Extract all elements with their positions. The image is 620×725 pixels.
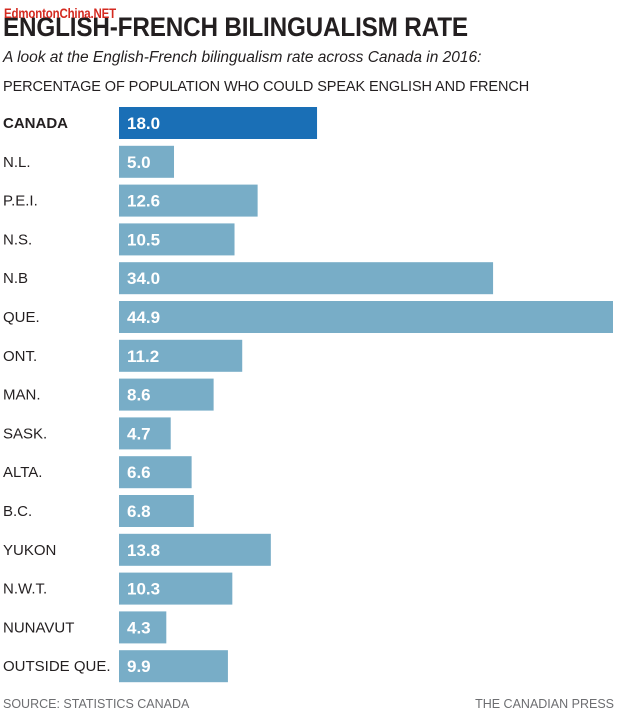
category-label-n-l: N.L. — [3, 154, 31, 171]
bar-alta — [119, 456, 192, 489]
bar-man — [119, 378, 214, 411]
bar-n-w-t — [119, 572, 233, 605]
value-label-que: 44.9 — [127, 308, 160, 327]
value-label-nunavut: 4.3 — [127, 618, 151, 637]
bar-p-e-i — [119, 184, 258, 217]
bar-que — [119, 301, 613, 333]
chart-title: ENGLISH-FRENCH BILINGUALISM RATE — [3, 12, 468, 42]
value-label-n-b: 34.0 — [127, 269, 160, 288]
category-label-ont: ONT. — [3, 348, 37, 365]
value-label-ont: 11.2 — [127, 347, 159, 366]
category-label-outside-que: OUTSIDE QUE. — [3, 658, 111, 675]
category-label-yukon: YUKON — [3, 542, 56, 559]
value-label-outside-que: 9.9 — [127, 657, 151, 676]
value-label-b-c: 6.8 — [127, 502, 151, 521]
value-label-sask: 4.7 — [127, 424, 151, 443]
watermark: EdmontonChina.NET — [4, 5, 117, 21]
category-label-alta: ALTA. — [3, 464, 42, 481]
bar-b-c — [119, 495, 194, 527]
category-label-man: MAN. — [3, 387, 41, 404]
value-label-n-s: 10.5 — [127, 230, 160, 249]
bar-yukon — [119, 533, 271, 566]
bar-n-l — [119, 145, 175, 178]
value-label-n-w-t: 10.3 — [127, 580, 160, 599]
category-label-n-s: N.S. — [3, 231, 32, 248]
bar-n-b — [119, 262, 494, 295]
category-label-nunavut: NUNAVUT — [3, 619, 74, 636]
category-label-n-w-t: N.W.T. — [3, 581, 47, 598]
value-label-yukon: 13.8 — [127, 541, 160, 560]
bar-nunavut — [119, 611, 167, 644]
bar-n-s — [119, 223, 235, 256]
category-label-sask: SASK. — [3, 425, 47, 442]
category-label-b-c: B.C. — [3, 503, 32, 520]
category-label-canada: CANADA — [3, 115, 68, 132]
category-label-p-e-i: P.E.I. — [3, 193, 38, 210]
category-label-que: QUE. — [3, 309, 40, 326]
value-label-alta: 6.6 — [127, 463, 151, 482]
credit-note: THE CANADIAN PRESS — [475, 697, 614, 711]
bar-sask — [119, 417, 171, 450]
bar-canada — [119, 107, 318, 139]
bar-outside-que — [119, 650, 228, 683]
value-label-p-e-i: 12.6 — [127, 192, 160, 211]
bar-ont — [119, 339, 243, 372]
value-label-n-l: 5.0 — [127, 153, 151, 172]
chart-subtitle: A look at the English-French bilingualis… — [3, 49, 482, 66]
chart-heading: PERCENTAGE OF POPULATION WHO COULD SPEAK… — [3, 79, 530, 95]
source-note: SOURCE: STATISTICS CANADA — [3, 697, 190, 711]
value-label-canada: 18.0 — [127, 114, 160, 133]
category-label-n-b: N.B — [3, 270, 28, 287]
value-label-man: 8.6 — [127, 386, 151, 405]
